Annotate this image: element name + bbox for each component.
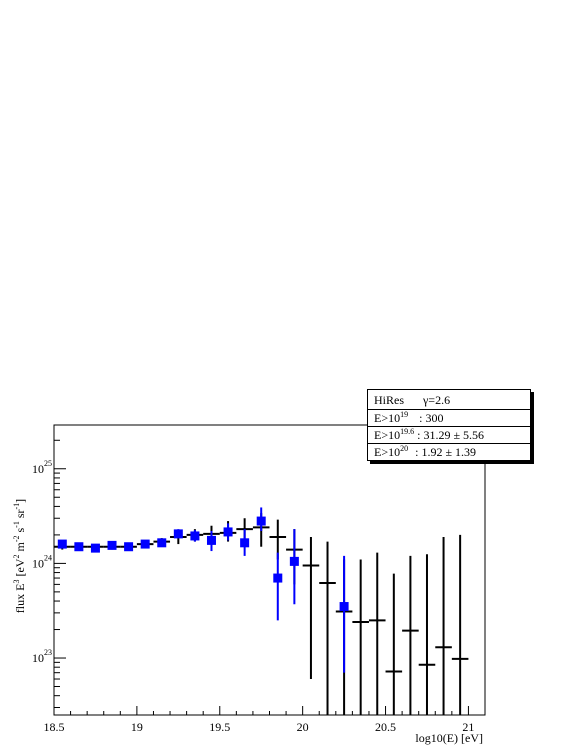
stats-e19-label: E>10 [374,411,401,425]
stats-row-e20: E>1020 : 1.92 ± 1.39 [374,445,476,460]
y-tick-label: 1025 [32,459,52,476]
x-tick-label: 19.5 [209,720,230,734]
stats-box: HiRes γ=2.6 E>1019 : 300 E>1019.6 : 31.2… [367,389,531,461]
y-tick-labels: 1023 1024 1025 [32,459,52,665]
stats-gamma: γ=2.6 [423,393,451,407]
x-tick-label: 19 [131,720,143,734]
blue-square-point [256,516,266,526]
stats-e19-exp: 19 [400,410,409,419]
stats-row-title: HiRes γ=2.6 [374,393,450,408]
y-tick-label: 1024 [32,553,52,570]
stats-experiment: HiRes [374,393,404,407]
plot-frame [53,424,486,716]
stats-divider [368,426,530,427]
x-tick-label: 21 [462,720,474,734]
stats-e19-value: : 300 [419,411,444,425]
stats-divider [368,409,530,410]
stats-e196-exp: 19.6 [400,427,415,436]
x-axis-label: log10(E) [eV] [415,731,483,745]
stats-e196-label: E>10 [374,428,401,442]
blue-square-point [289,556,299,566]
axis-ticks [53,439,486,715]
series-blue-squares [57,507,349,673]
stats-e20-exp: 20 [400,444,409,453]
blue-square-point [90,543,100,553]
stats-e196-value: : 31.29 ± 5.56 [417,428,485,442]
blue-square-point [140,539,150,549]
blue-square-point [107,540,117,550]
blue-square-point [339,602,349,612]
y-axis-label: flux E3 [eV2 m-2 s-1 sr-1] [12,499,27,613]
stats-e20-label: E>10 [374,445,401,459]
blue-square-point [157,538,167,548]
blue-square-point [223,527,233,537]
blue-square-point [57,539,67,549]
stats-row-e19: E>1019 : 300 [374,411,443,426]
blue-square-point [124,542,134,552]
y-tick-label: 1023 [32,648,52,665]
x-tick-label: 20 [297,720,309,734]
x-tick-labels: 18.5 19 19.5 20 20.5 21 [44,720,475,734]
blue-square-point [240,538,250,548]
blue-square-point [273,573,283,583]
blue-square-point [190,531,200,541]
stats-row-e196: E>1019.6 : 31.29 ± 5.56 [374,428,484,443]
x-tick-label: 18.5 [44,720,65,734]
stats-e20-value: : 1.92 ± 1.39 [415,445,477,459]
blue-square-point [74,542,84,552]
blue-square-point [173,529,183,539]
x-tick-label: 20.5 [375,720,396,734]
blue-square-point [206,535,216,545]
stats-divider [368,443,530,444]
